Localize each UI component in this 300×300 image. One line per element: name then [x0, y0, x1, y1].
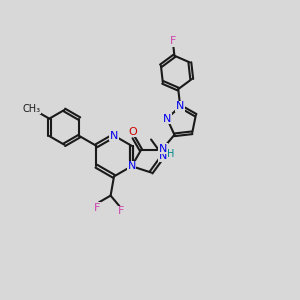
Text: F: F [118, 206, 124, 216]
Text: N: N [128, 161, 136, 171]
Text: F: F [169, 36, 176, 46]
Text: H: H [167, 149, 175, 159]
Text: CH₃: CH₃ [23, 103, 41, 114]
Text: N: N [159, 151, 167, 161]
Text: N: N [176, 101, 184, 111]
Text: N: N [163, 113, 171, 124]
Text: N: N [159, 144, 167, 154]
Text: O: O [128, 127, 136, 136]
Text: N: N [110, 130, 118, 141]
Text: F: F [94, 203, 101, 213]
